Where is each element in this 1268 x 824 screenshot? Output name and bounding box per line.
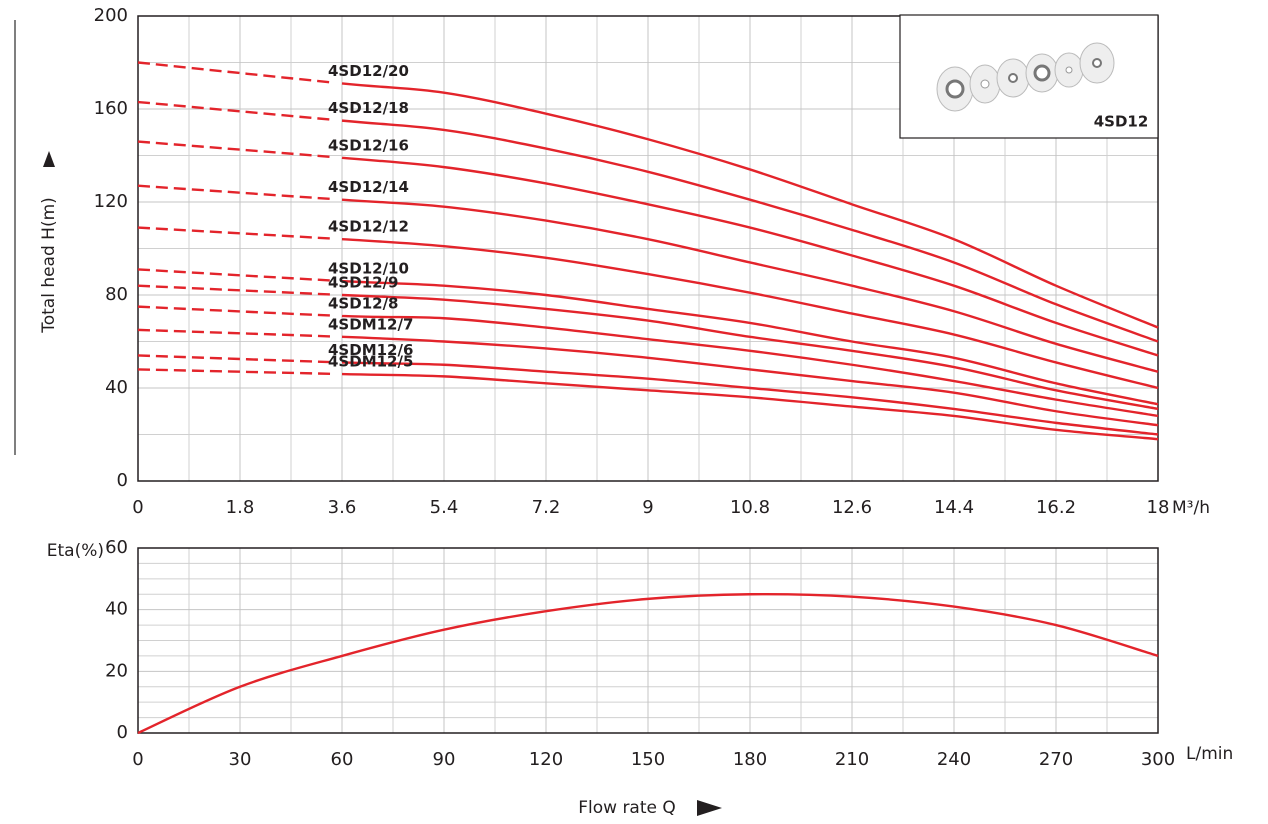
line-series — [137, 354, 1159, 436]
y-tick-label: 40 — [105, 377, 128, 398]
x-tick-label: 240 — [937, 749, 971, 770]
line-series — [137, 100, 1159, 343]
y-tick-label: 0 — [117, 470, 128, 491]
line-series — [137, 268, 1159, 406]
x-tick-label: 0 — [132, 497, 143, 518]
series-label: 4SD12/12 — [328, 218, 409, 236]
x-tick-label: 10.8 — [730, 497, 770, 518]
x-tick-label: 180 — [733, 749, 767, 770]
x-tick-label: 90 — [433, 749, 456, 770]
line-series — [137, 592, 1159, 735]
inset-label: 4SD12 — [1094, 113, 1149, 131]
plot-frame — [137, 15, 1159, 482]
line-series — [137, 140, 1159, 357]
x-tick-label: 16.2 — [1036, 497, 1076, 518]
series-label: 4SD12/8 — [328, 294, 398, 312]
y-axis-label: Eta(%) — [47, 541, 104, 561]
series-label: 4SDM12/5 — [328, 353, 413, 371]
x-tick-label: 210 — [835, 749, 869, 770]
y-tick-label: 60 — [105, 537, 128, 558]
inset: 4SD12 — [899, 14, 1159, 139]
x-unit-label: L/min — [1186, 744, 1233, 764]
x-tick-label: 7.2 — [532, 497, 561, 518]
plots: 0 1.8 3.6 5.4 7.2 9 10.8 12.6 14.4 16.2 1804080120… — [94, 5, 1176, 770]
y-tick-label: 40 — [105, 599, 128, 620]
plot-frame — [137, 547, 1159, 734]
axis-arrow — [43, 151, 55, 167]
x-tick-label: 5.4 — [430, 497, 459, 518]
x-tick-label: 300 — [1141, 749, 1175, 770]
line-series — [137, 368, 1159, 441]
series-label: 4SD12/9 — [328, 274, 398, 292]
line-series — [137, 305, 1159, 418]
x-tick-label: 9 — [642, 497, 653, 518]
x-axis-label: Flow rate Q — [578, 798, 676, 818]
x-tick-label: 14.4 — [934, 497, 974, 518]
impeller-image — [936, 42, 1115, 112]
x-unit-label: M³/h — [1172, 498, 1210, 518]
line-series — [137, 284, 1159, 411]
series-label: 4SD12/10 — [328, 260, 409, 278]
axis-arrow — [697, 800, 722, 816]
y-tick-label: 80 — [105, 284, 128, 305]
x-tick-label: 270 — [1039, 749, 1073, 770]
y-tick-label: 20 — [105, 660, 128, 681]
x-tick-label: 30 — [229, 749, 252, 770]
x-tick-label: 0 — [132, 749, 143, 770]
line-series — [137, 226, 1159, 390]
series-label: 4SDM12/6 — [328, 341, 413, 359]
y-tick-label: 120 — [94, 191, 128, 212]
line-series — [137, 328, 1159, 427]
line-series — [137, 184, 1159, 373]
series-label: 4SD12/18 — [328, 99, 409, 117]
series-label: 4SD12/14 — [328, 178, 409, 196]
line-series — [137, 61, 1159, 329]
y-tick-label: 0 — [117, 722, 128, 743]
x-tick-label: 12.6 — [832, 497, 872, 518]
y-tick-label: 160 — [94, 98, 128, 119]
x-tick-label: 18 — [1147, 497, 1170, 518]
series-label: 4SD12/16 — [328, 136, 409, 154]
y-axis-label: Total head H(m) — [39, 197, 59, 334]
x-tick-label: 120 — [529, 749, 563, 770]
x-tick-label: 60 — [331, 749, 354, 770]
x-tick-label: 1.8 — [226, 497, 255, 518]
series-label: 4SD12/20 — [328, 62, 409, 80]
x-tick-label: 150 — [631, 749, 665, 770]
x-tick-label: 3.6 — [328, 497, 357, 518]
y-tick-label: 200 — [94, 5, 128, 26]
series-label: 4SDM12/7 — [328, 315, 413, 333]
